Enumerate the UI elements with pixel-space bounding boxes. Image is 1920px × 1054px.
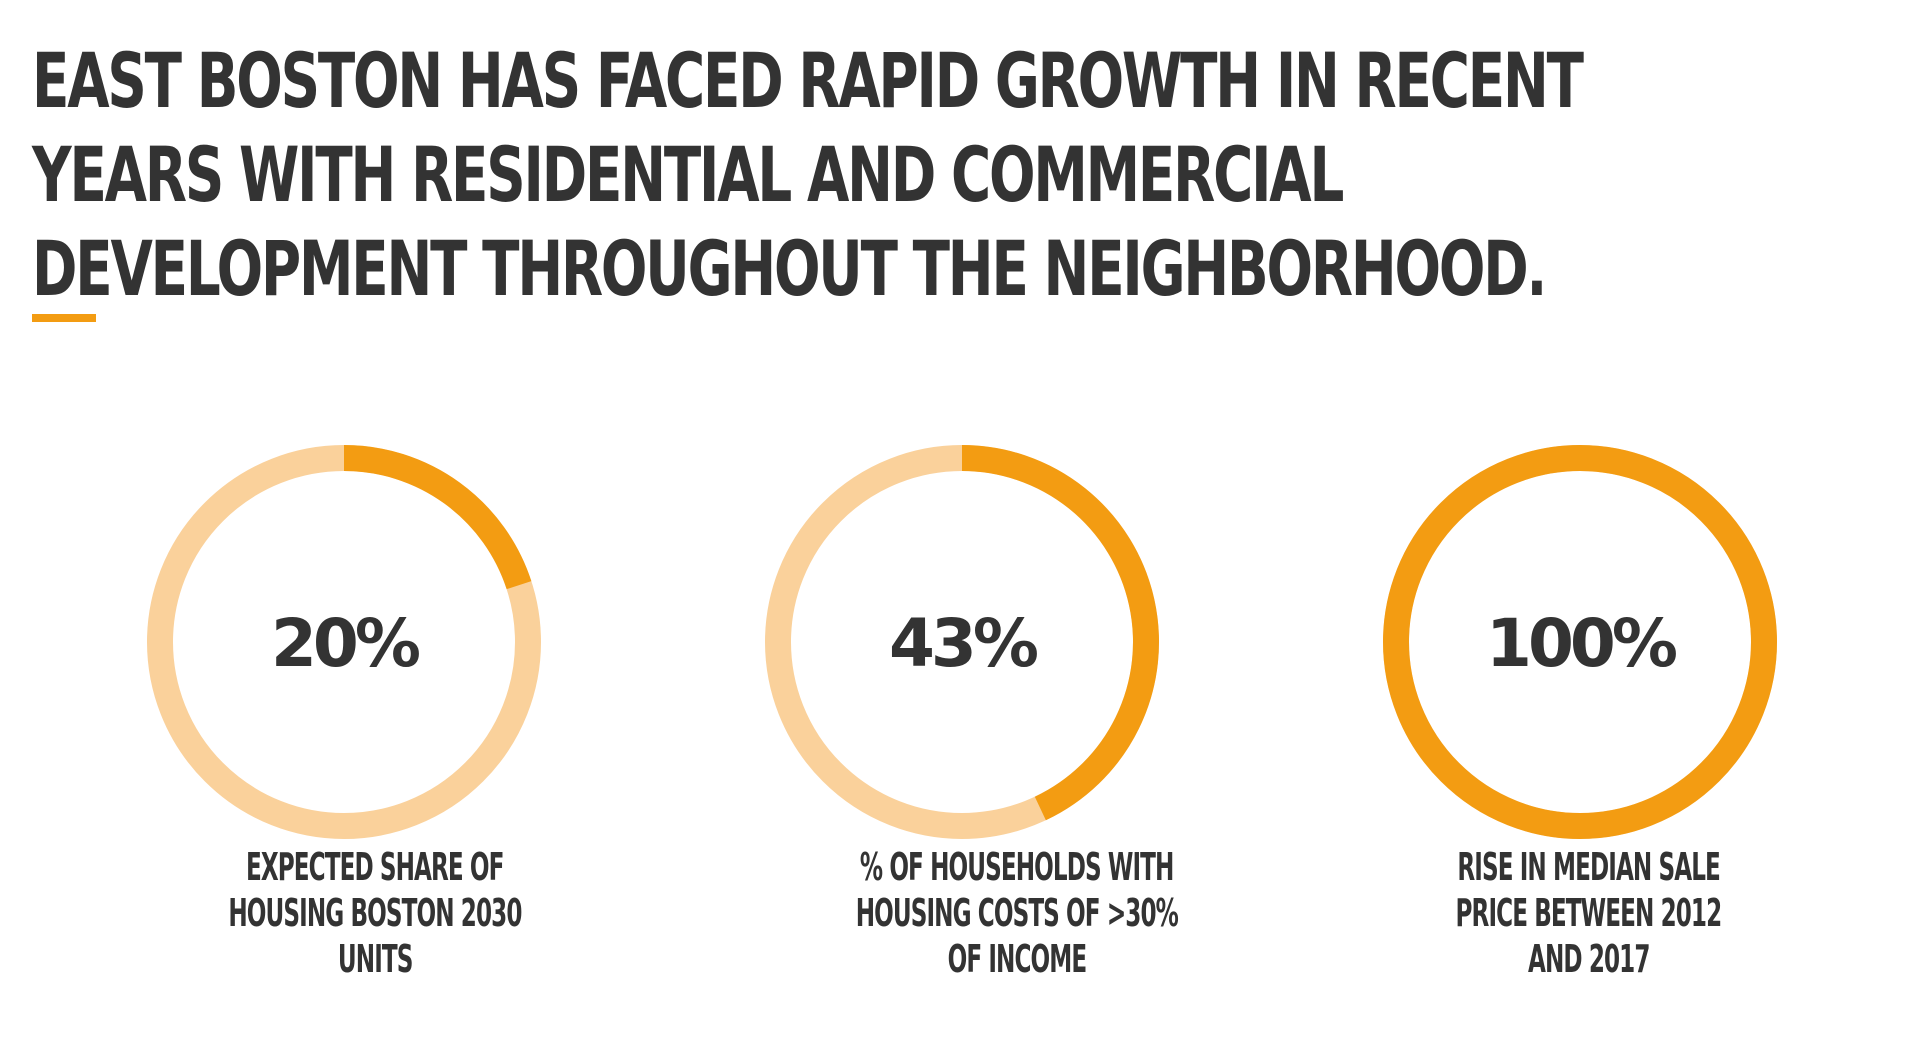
stat-description-line: HOUSING COSTS OF >30% (855, 891, 1179, 935)
page-headline: EAST BOSTON HAS FACED RAPID GROWTH IN RE… (32, 34, 1584, 316)
donut-value-label: 20% (271, 605, 420, 682)
stat-description-line: UNITS (337, 937, 413, 981)
stat-card-housing-costs: 43% % OF HOUSEHOLDS WITH HOUSING COSTS O… (752, 432, 1179, 992)
donut-value-label: 43% (889, 605, 1038, 682)
donut-chart: 20% (147, 445, 541, 839)
donut-value-arc (1383, 445, 1777, 840)
stat-description-line: EXPECTED SHARE OF (246, 845, 505, 889)
stat-description-line: OF INCOME (947, 937, 1087, 981)
stat-description: RISE IN MEDIAN SALE PRICE BETWEEN 2012 A… (1370, 844, 1790, 982)
stat-description-line: % OF HOUSEHOLDS WITH (860, 845, 1174, 889)
stat-description-line: HOUSING BOSTON 2030 (228, 891, 522, 935)
stat-description-line: AND 2017 (1527, 937, 1650, 981)
donut-value-arc (343, 445, 532, 590)
headline-line: YEARS WITH RESIDENTIAL AND COMMERCIAL (32, 130, 1344, 219)
stat-card-housing-share: 20% EXPECTED SHARE OF HOUSING BOSTON 203… (134, 432, 554, 992)
donut-chart: 100% (1383, 445, 1777, 840)
donut-value-label: 100% (1486, 605, 1677, 682)
donut-chart: 43% (765, 445, 1159, 839)
stat-description: EXPECTED SHARE OF HOUSING BOSTON 2030 UN… (134, 844, 554, 982)
stat-description: % OF HOUSEHOLDS WITH HOUSING COSTS OF >3… (752, 844, 1179, 982)
stat-description-line: PRICE BETWEEN 2012 (1455, 891, 1723, 935)
headline-line: DEVELOPMENT THROUGHOUT THE NEIGHBORHOOD. (32, 224, 1547, 313)
stat-card-sale-price: 100% RISE IN MEDIAN SALE PRICE BETWEEN 2… (1370, 432, 1790, 992)
accent-rule (32, 314, 96, 322)
donut-value-arc (961, 445, 1159, 821)
stat-description-line: RISE IN MEDIAN SALE (1457, 845, 1720, 889)
headline-line: EAST BOSTON HAS FACED RAPID GROWTH IN RE… (32, 36, 1584, 125)
